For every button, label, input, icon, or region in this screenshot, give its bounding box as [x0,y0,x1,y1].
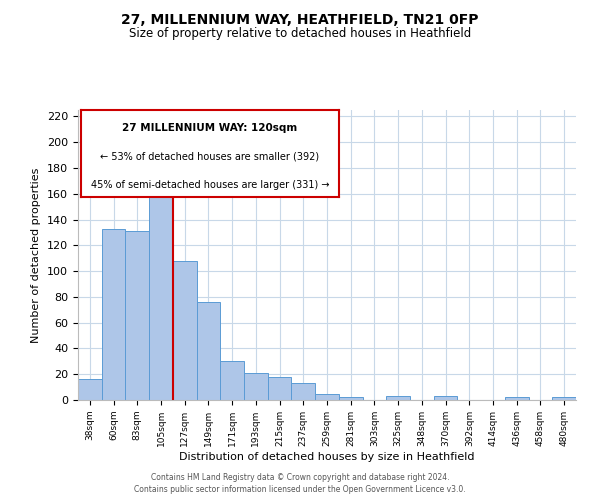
Bar [102,228,125,400]
Text: 45% of semi-detached houses are larger (331) →: 45% of semi-detached houses are larger (… [91,180,329,190]
Bar [149,163,173,400]
Bar [78,380,102,400]
X-axis label: Distribution of detached houses by size in Heathfield: Distribution of detached houses by size … [179,452,475,462]
Text: 27, MILLENNIUM WAY, HEATHFIELD, TN21 0FP: 27, MILLENNIUM WAY, HEATHFIELD, TN21 0FP [121,12,479,26]
Text: Contains public sector information licensed under the Open Government Licence v3: Contains public sector information licen… [134,485,466,494]
Bar [386,396,410,400]
Text: ← 53% of detached houses are smaller (392): ← 53% of detached houses are smaller (39… [100,152,320,162]
Bar [173,261,197,400]
Bar [125,231,149,400]
Bar [315,394,339,400]
Text: Size of property relative to detached houses in Heathfield: Size of property relative to detached ho… [129,28,471,40]
Bar [220,362,244,400]
Y-axis label: Number of detached properties: Number of detached properties [31,168,41,342]
Text: Contains HM Land Registry data © Crown copyright and database right 2024.: Contains HM Land Registry data © Crown c… [151,472,449,482]
Bar [505,398,529,400]
Bar [268,377,292,400]
Bar [244,373,268,400]
Bar [292,383,315,400]
Bar [197,302,220,400]
Bar [339,398,362,400]
Bar [434,396,457,400]
Text: 27 MILLENNIUM WAY: 120sqm: 27 MILLENNIUM WAY: 120sqm [122,123,298,133]
Bar [552,398,576,400]
